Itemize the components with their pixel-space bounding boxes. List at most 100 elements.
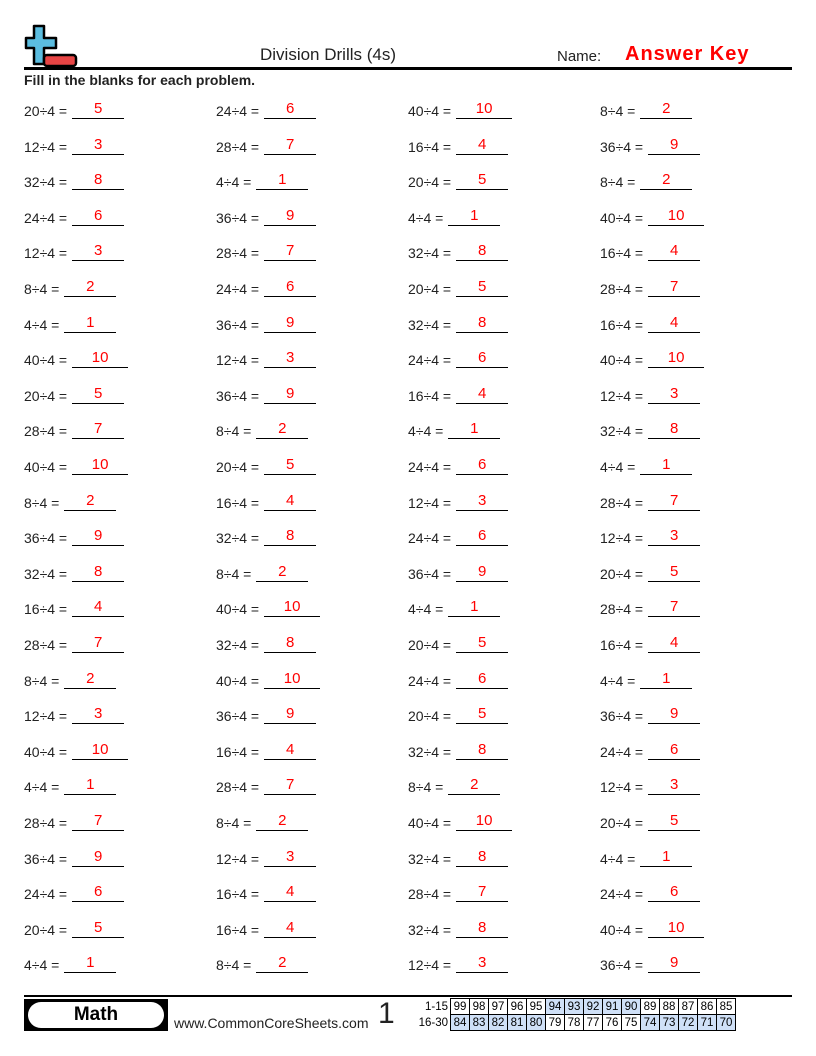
answer-blank[interactable]: 9 bbox=[264, 207, 317, 226]
answer-blank[interactable]: 6 bbox=[72, 207, 125, 226]
answer-blank[interactable]: 9 bbox=[264, 314, 317, 333]
answer-blank[interactable]: 2 bbox=[64, 670, 117, 689]
answer-blank[interactable]: 3 bbox=[456, 492, 509, 511]
answer-blank[interactable]: 7 bbox=[648, 598, 701, 618]
answer-blank[interactable]: 7 bbox=[72, 812, 125, 831]
answer-blank[interactable]: 3 bbox=[72, 705, 125, 725]
answer-blank[interactable]: 2 bbox=[64, 278, 117, 297]
answer-blank[interactable]: 2 bbox=[256, 563, 309, 582]
answer-blank[interactable]: 9 bbox=[264, 385, 317, 404]
answer-blank[interactable]: 6 bbox=[72, 883, 125, 903]
answer-blank[interactable]: 8 bbox=[456, 741, 509, 760]
answer-blank[interactable]: 10 bbox=[72, 741, 129, 760]
answer-blank[interactable]: 9 bbox=[648, 705, 701, 725]
answer-blank[interactable]: 1 bbox=[448, 207, 501, 226]
answer-blank[interactable]: 7 bbox=[648, 278, 701, 297]
answer-blank[interactable]: 9 bbox=[648, 954, 701, 974]
answer-blank[interactable]: 2 bbox=[64, 492, 117, 511]
answer-blank[interactable]: 8 bbox=[456, 848, 509, 867]
answer-blank[interactable]: 4 bbox=[648, 634, 701, 653]
answer-blank[interactable]: 9 bbox=[72, 848, 125, 867]
answer-blank[interactable]: 10 bbox=[648, 349, 705, 369]
answer-blank[interactable]: 3 bbox=[648, 527, 701, 547]
answer-blank[interactable]: 9 bbox=[72, 527, 125, 547]
answer-blank[interactable]: 10 bbox=[72, 456, 129, 475]
answer-blank[interactable]: 4 bbox=[456, 136, 509, 155]
answer-blank[interactable]: 8 bbox=[456, 314, 509, 333]
answer-blank[interactable]: 5 bbox=[456, 634, 509, 653]
answer-blank[interactable]: 3 bbox=[264, 848, 317, 867]
answer-blank[interactable]: 4 bbox=[648, 314, 701, 333]
answer-blank[interactable]: 1 bbox=[64, 776, 117, 796]
answer-blank[interactable]: 4 bbox=[72, 598, 125, 618]
answer-blank[interactable]: 1 bbox=[256, 171, 309, 191]
answer-blank[interactable]: 4 bbox=[264, 492, 317, 511]
answer-blank[interactable]: 8 bbox=[72, 171, 125, 191]
answer-blank[interactable]: 5 bbox=[72, 919, 125, 938]
answer-blank[interactable]: 3 bbox=[72, 136, 125, 155]
answer-blank[interactable]: 7 bbox=[72, 634, 125, 653]
answer-blank[interactable]: 10 bbox=[648, 207, 705, 226]
answer-blank[interactable]: 9 bbox=[648, 136, 701, 155]
answer-blank[interactable]: 10 bbox=[456, 100, 513, 119]
answer-blank[interactable]: 9 bbox=[264, 705, 317, 725]
answer-blank[interactable]: 5 bbox=[648, 563, 701, 582]
answer-blank[interactable]: 10 bbox=[72, 349, 129, 369]
answer-blank[interactable]: 6 bbox=[456, 527, 509, 547]
answer-blank[interactable]: 7 bbox=[264, 242, 317, 262]
answer-blank[interactable]: 5 bbox=[72, 385, 125, 404]
answer-blank[interactable]: 8 bbox=[264, 527, 317, 547]
answer-blank[interactable]: 8 bbox=[456, 919, 509, 938]
answer-blank[interactable]: 1 bbox=[64, 314, 117, 333]
answer-blank[interactable]: 4 bbox=[264, 919, 317, 938]
answer-blank[interactable]: 4 bbox=[648, 242, 701, 262]
answer-blank[interactable]: 4 bbox=[456, 385, 509, 404]
answer-blank[interactable]: 2 bbox=[448, 776, 501, 796]
answer-blank[interactable]: 1 bbox=[64, 954, 117, 974]
answer-blank[interactable]: 7 bbox=[264, 776, 317, 796]
answer-blank[interactable]: 10 bbox=[264, 670, 321, 689]
answer-blank[interactable]: 1 bbox=[448, 420, 501, 440]
answer-blank[interactable]: 6 bbox=[264, 100, 317, 119]
answer-blank[interactable]: 10 bbox=[456, 812, 513, 831]
answer-blank[interactable]: 7 bbox=[456, 883, 509, 903]
answer-blank[interactable]: 5 bbox=[72, 100, 125, 119]
answer-blank[interactable]: 2 bbox=[640, 100, 693, 119]
answer-blank[interactable]: 8 bbox=[648, 420, 701, 440]
answer-blank[interactable]: 2 bbox=[256, 812, 309, 831]
answer-blank[interactable]: 7 bbox=[72, 420, 125, 440]
answer-blank[interactable]: 9 bbox=[456, 563, 509, 582]
answer-blank[interactable]: 1 bbox=[640, 456, 693, 475]
answer-blank[interactable]: 8 bbox=[456, 242, 509, 262]
answer-blank[interactable]: 5 bbox=[264, 456, 317, 475]
answer-blank[interactable]: 7 bbox=[648, 492, 701, 511]
answer-blank[interactable]: 10 bbox=[264, 598, 321, 618]
answer-blank[interactable]: 1 bbox=[640, 848, 693, 867]
answer-blank[interactable]: 6 bbox=[456, 670, 509, 689]
answer-blank[interactable]: 2 bbox=[640, 171, 693, 191]
answer-blank[interactable]: 4 bbox=[264, 741, 317, 760]
answer-blank[interactable]: 10 bbox=[648, 919, 705, 938]
answer-blank[interactable]: 5 bbox=[456, 278, 509, 297]
answer-blank[interactable]: 7 bbox=[264, 136, 317, 155]
answer-blank[interactable]: 3 bbox=[264, 349, 317, 369]
answer-blank[interactable]: 6 bbox=[264, 278, 317, 297]
answer-blank[interactable]: 5 bbox=[648, 812, 701, 831]
answer-blank[interactable]: 3 bbox=[72, 242, 125, 262]
answer-blank[interactable]: 6 bbox=[648, 741, 701, 760]
answer-blank[interactable]: 5 bbox=[456, 705, 509, 725]
answer-blank[interactable]: 1 bbox=[640, 670, 693, 689]
answer-blank[interactable]: 8 bbox=[72, 563, 125, 582]
answer-blank[interactable]: 3 bbox=[648, 776, 701, 796]
answer-blank[interactable]: 8 bbox=[264, 634, 317, 653]
answer-blank[interactable]: 3 bbox=[456, 954, 509, 974]
answer-blank[interactable]: 4 bbox=[264, 883, 317, 903]
answer-blank[interactable]: 6 bbox=[648, 883, 701, 903]
answer-blank[interactable]: 5 bbox=[456, 171, 509, 191]
answer-blank[interactable]: 6 bbox=[456, 456, 509, 475]
answer-blank[interactable]: 3 bbox=[648, 385, 701, 404]
answer-blank[interactable]: 6 bbox=[456, 349, 509, 369]
answer-blank[interactable]: 1 bbox=[448, 598, 501, 618]
answer-blank[interactable]: 2 bbox=[256, 954, 309, 974]
answer-blank[interactable]: 2 bbox=[256, 420, 309, 440]
